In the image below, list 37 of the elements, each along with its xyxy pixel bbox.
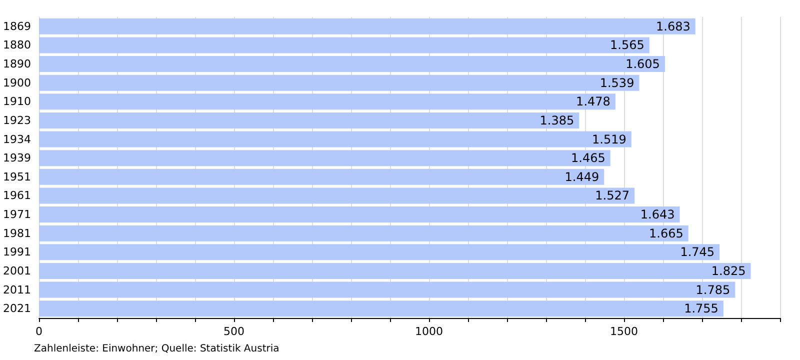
text: Zahlenleiste: Einwohner; Quelle: Statistik Austria <box>34 344 280 354</box>
data-label: 1.785 <box>696 282 730 297</box>
y-tick-label: 1939 <box>3 152 31 165</box>
data-label: 1.539 <box>600 76 634 90</box>
y-tick-label: 1890 <box>3 58 31 71</box>
x-tick-label: 0 <box>36 325 42 338</box>
data-label: 1.755 <box>684 302 718 316</box>
data-label: 1.683 <box>656 19 690 34</box>
data-label: 1.565 <box>610 38 644 52</box>
data-label: 1.478 <box>576 94 610 109</box>
data-label: 1.643 <box>640 208 675 222</box>
y-tick-label: 1951 <box>3 170 31 184</box>
y-tick-label: 1880 <box>3 38 31 52</box>
data-label: 1.605 <box>626 57 660 72</box>
y-tick-label: 1934 <box>3 132 31 146</box>
y-tick-label: 1991 <box>3 246 31 259</box>
data-label: 1.385 <box>540 113 574 128</box>
x-tick-label: 1000 <box>415 325 443 338</box>
y-tick-label: 1869 <box>3 20 31 33</box>
y-tick-label: 2021 <box>3 302 31 316</box>
y-tick-label: 2001 <box>3 264 31 278</box>
x-tick-label: 500 <box>224 325 244 338</box>
data-label: 1.745 <box>680 245 715 260</box>
data-label: 1.665 <box>648 226 684 240</box>
y-tick-label: 1910 <box>3 95 31 108</box>
y-tick-label: 1961 <box>3 189 31 202</box>
y-tick-label: 1971 <box>3 208 31 222</box>
y-tick-label: 1900 <box>3 76 31 90</box>
y-tick-label: 1981 <box>3 226 31 240</box>
data-label: 1.825 <box>711 264 746 278</box>
y-tick-label: 2011 <box>3 283 31 296</box>
data-label: 1.465 <box>570 151 606 166</box>
data-label: 1.449 <box>564 170 600 184</box>
data-label: 1.519 <box>592 132 626 146</box>
x-tick-label: 1500 <box>610 325 638 338</box>
data-label: 1.527 <box>595 188 630 203</box>
y-tick-label: 1923 <box>3 114 31 127</box>
